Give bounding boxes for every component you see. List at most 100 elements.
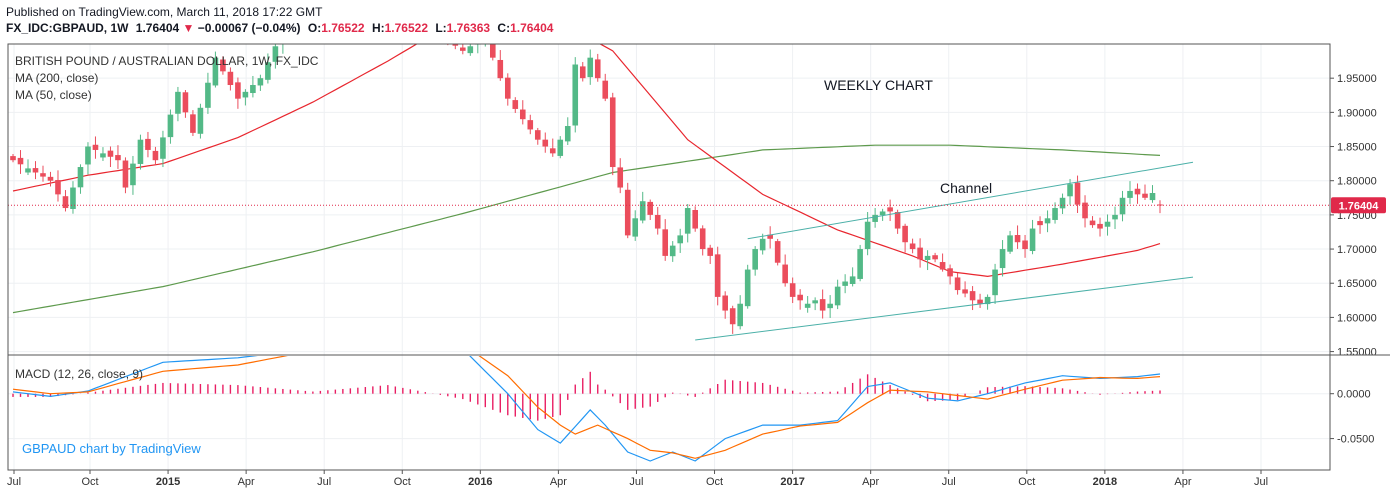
time-tick-label: Apr bbox=[862, 476, 879, 488]
channel-lower-line[interactable] bbox=[695, 276, 1194, 341]
candle-body bbox=[182, 92, 189, 113]
candle bbox=[969, 286, 976, 311]
candle bbox=[827, 295, 833, 318]
legend-ma50[interactable]: MA (50, close) bbox=[15, 88, 92, 102]
candle-body bbox=[408, 0, 414, 5]
candle-body bbox=[954, 277, 961, 291]
candle bbox=[265, 53, 271, 84]
price-axis[interactable]: 1.950001.900001.850001.800001.750001.700… bbox=[1330, 73, 1377, 359]
candle bbox=[55, 170, 61, 202]
candle bbox=[947, 264, 953, 285]
candle bbox=[474, 44, 481, 54]
candle bbox=[175, 86, 181, 122]
candle bbox=[624, 182, 631, 239]
candle-body bbox=[654, 214, 661, 229]
channel-upper-line[interactable] bbox=[747, 161, 1194, 240]
candle-body bbox=[827, 303, 833, 309]
candle bbox=[1044, 210, 1051, 233]
candle bbox=[527, 114, 534, 135]
candle bbox=[759, 233, 766, 255]
candle bbox=[92, 136, 99, 159]
candle-body bbox=[572, 64, 579, 126]
candle bbox=[722, 291, 728, 319]
legend-macd[interactable]: MACD (12, 26, close, 9) bbox=[15, 367, 143, 381]
candle-body bbox=[684, 208, 691, 234]
candle-body bbox=[804, 303, 811, 308]
candle bbox=[677, 228, 684, 253]
candle bbox=[999, 240, 1006, 277]
candle-body bbox=[557, 139, 564, 156]
candle bbox=[894, 209, 901, 234]
candle bbox=[744, 264, 751, 309]
candle bbox=[669, 241, 676, 262]
candle bbox=[272, 44, 279, 69]
open-value: 1.76522 bbox=[321, 21, 365, 35]
candle bbox=[295, 1, 301, 26]
legend: BRITISH POUND / AUSTRALIAN DOLLAR, 1W, F… bbox=[15, 54, 319, 381]
candle bbox=[557, 136, 564, 159]
candle bbox=[205, 72, 211, 114]
signal-line bbox=[12, 356, 1161, 459]
candle-body bbox=[527, 120, 534, 130]
candle bbox=[303, 0, 309, 17]
candle-body bbox=[774, 241, 781, 263]
candle-body bbox=[250, 85, 256, 94]
candle bbox=[1007, 230, 1013, 254]
time-tick-label: Oct bbox=[706, 476, 723, 488]
ma200-line bbox=[12, 144, 1161, 314]
price-tick-label: 1.90000 bbox=[1337, 107, 1377, 119]
weekly-chart-annotation: WEEKLY CHART bbox=[824, 77, 933, 93]
candle bbox=[1149, 185, 1156, 203]
candle bbox=[692, 206, 699, 232]
candle-body bbox=[1082, 202, 1088, 219]
time-tick-label: 2017 bbox=[780, 476, 804, 488]
candle bbox=[452, 44, 459, 50]
time-axis[interactable]: Jul Oct 2015 Apr Jul Oct 2016 Apr Jul Oct 2017 Apr J… bbox=[7, 470, 1268, 488]
candle-body bbox=[692, 210, 699, 229]
candle-body bbox=[894, 211, 901, 229]
macd-tick-label: 0.0000 bbox=[1337, 389, 1371, 401]
candle-body bbox=[197, 107, 204, 134]
channel-lines bbox=[695, 161, 1194, 341]
candle-body bbox=[100, 153, 106, 158]
candle bbox=[212, 51, 219, 88]
candle-body bbox=[423, 11, 429, 22]
candle bbox=[684, 204, 691, 243]
candle-body bbox=[759, 238, 766, 251]
macd-histogram bbox=[12, 371, 1161, 421]
candle-body bbox=[17, 157, 24, 165]
candle-body bbox=[969, 291, 976, 301]
pane-border bbox=[7, 43, 1331, 471]
time-tick-label: 2018 bbox=[1093, 476, 1117, 488]
candle-body bbox=[445, 36, 451, 40]
legend-ma200[interactable]: MA (200, close) bbox=[15, 71, 98, 85]
time-tick-label: Jul bbox=[7, 476, 21, 488]
candle-body bbox=[1149, 193, 1156, 201]
candle-body bbox=[857, 249, 863, 279]
pane-frame bbox=[7, 43, 1390, 471]
time-tick-label: 2015 bbox=[156, 476, 180, 488]
candle bbox=[77, 164, 84, 194]
candle-body bbox=[1029, 228, 1036, 252]
candle-body bbox=[632, 218, 639, 237]
macd-line bbox=[12, 356, 1161, 462]
macd-axis[interactable]: 0.0000 -0.0500 bbox=[1330, 389, 1374, 446]
candle bbox=[917, 238, 923, 268]
close-label: C: bbox=[497, 21, 511, 35]
candle-body bbox=[85, 146, 91, 165]
candle bbox=[1142, 184, 1148, 200]
candle bbox=[977, 293, 983, 308]
candle-body bbox=[1142, 193, 1148, 198]
candle-body bbox=[288, 20, 294, 28]
candle bbox=[235, 77, 241, 109]
candle-body bbox=[220, 59, 226, 72]
candle-body bbox=[122, 160, 129, 188]
candle bbox=[325, 0, 331, 5]
price-tick-label: 1.95000 bbox=[1337, 73, 1377, 85]
candle bbox=[774, 238, 781, 266]
candle-body bbox=[62, 196, 69, 209]
candle-body bbox=[587, 57, 594, 78]
candle bbox=[85, 142, 91, 175]
candle-body bbox=[55, 180, 61, 195]
